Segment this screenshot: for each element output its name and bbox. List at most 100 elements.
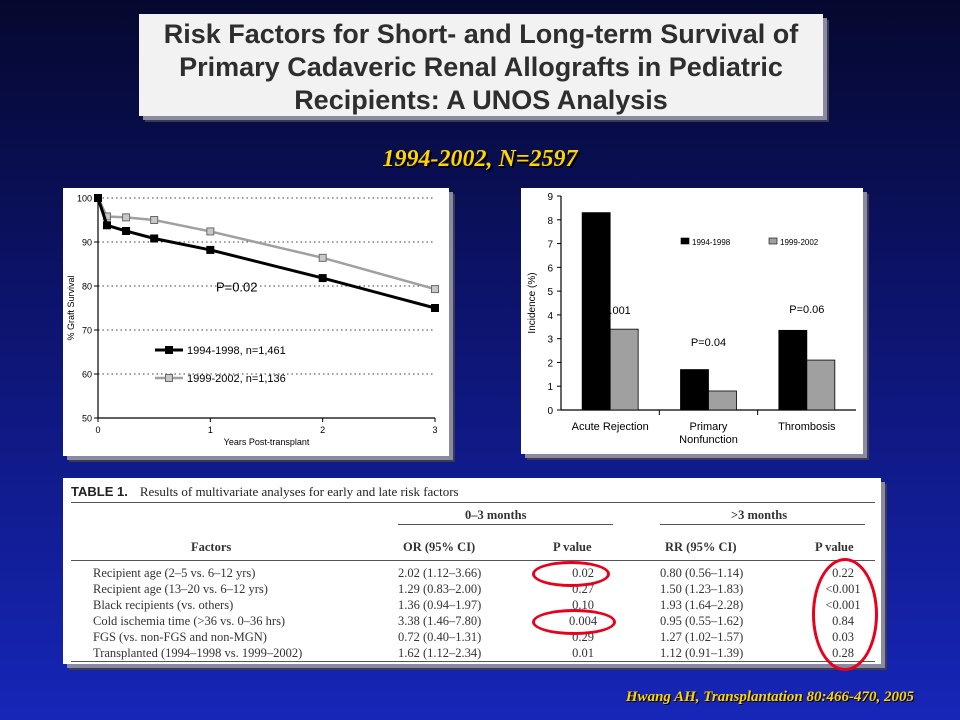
bar-1-1 xyxy=(708,390,737,411)
p-value-annotation: P<0.001 xyxy=(590,305,631,317)
x-category-label: Acute Rejection xyxy=(572,421,649,433)
y-tick-label: 60 xyxy=(82,370,92,380)
y-tick-label: 2 xyxy=(547,358,553,369)
y-tick-label: 6 xyxy=(547,263,553,274)
table-row-factor: Black recipients (vs. others) xyxy=(93,598,234,612)
y-tick-label: 4 xyxy=(547,311,553,322)
y-tick-label: 3 xyxy=(547,335,553,346)
table-bottom-rule xyxy=(71,661,875,662)
y-tick-label: 100 xyxy=(77,194,92,204)
x-tick-label: 0 xyxy=(95,425,100,435)
legend-swatch-1 xyxy=(768,237,778,245)
y-axis-label: % Graft Survival xyxy=(66,275,76,340)
series-0-point xyxy=(206,245,215,254)
y-tick-label: 1 xyxy=(547,382,553,393)
series-0-point xyxy=(431,304,439,312)
y-axis-label: Incidence (%) xyxy=(527,272,538,333)
y-tick-label: 8 xyxy=(547,216,553,227)
graft-survival-chart: 50 60 70 80 90 100 0 1 2 3 Years Post-transplant % … xyxy=(63,188,449,456)
highlight-ring-p-0-004 xyxy=(532,609,616,635)
table-cell: 1.62 (1.12–2.34) xyxy=(398,646,482,660)
legend-marker-0 xyxy=(165,346,173,354)
legend-label-1: 1999-2002 xyxy=(780,238,819,247)
table-cell: 1.29 (0.83–2.00) xyxy=(398,582,482,596)
table-row-factor: Transplanted (1994–1998 vs. 1999–2002) xyxy=(93,646,303,660)
group-header-early: 0–3 months xyxy=(465,508,527,522)
group-rule-early xyxy=(398,524,613,525)
series-0-point xyxy=(318,274,327,283)
col-factors: Factors xyxy=(191,540,232,554)
series-1-point xyxy=(122,213,131,222)
y-tick-label: 50 xyxy=(82,414,92,424)
table-cell: 1.27 (1.02–1.57) xyxy=(660,630,744,644)
table-cell: 1.12 (0.91–1.39) xyxy=(660,646,744,660)
table-cell: 2.02 (1.12–3.66) xyxy=(398,566,482,580)
y-tick-label: 80 xyxy=(82,282,92,292)
p-value-annotation: P=0.06 xyxy=(789,304,824,316)
y-tick-label: 70 xyxy=(82,326,92,336)
legend-label-0: 1994-1998, n=1,461 xyxy=(187,345,286,357)
p-value-annotation: P=0.04 xyxy=(691,337,726,349)
p-value-annotation: P=0.02 xyxy=(216,279,258,294)
bar-0-2 xyxy=(778,329,808,411)
col-rr: RR (95% CI) xyxy=(665,540,737,554)
y-tick-label: 5 xyxy=(547,287,553,298)
incidence-chart: 0 1 2 3 4 5 6 7 8 9 Incidence (%) Acute Rejection Pr… xyxy=(521,188,863,454)
table-cell: 0.95 (0.55–1.62) xyxy=(660,614,744,628)
x-category-label: Nonfunction xyxy=(679,434,738,446)
bar-0-0 xyxy=(581,212,611,411)
highlight-ring-p-0-02 xyxy=(532,561,610,587)
group-header-late: >3 months xyxy=(731,508,788,522)
series-0-point xyxy=(122,227,131,235)
x-tick-label: 1 xyxy=(208,425,213,435)
series-1-point xyxy=(431,285,439,294)
table-cell: 1.36 (0.94–1.97) xyxy=(398,598,482,612)
title-box: Risk Factors for Short- and Long-term Su… xyxy=(139,14,823,116)
graft-survival-chart-panel: 50 60 70 80 90 100 0 1 2 3 Years Post-transplant % … xyxy=(63,188,449,456)
table-cell: 0.80 (0.56–1.14) xyxy=(660,566,744,580)
table-label: TABLE 1. xyxy=(71,484,128,499)
x-category-label: Primary xyxy=(690,421,728,433)
series-1-point xyxy=(150,216,159,224)
series-0-point xyxy=(94,194,102,202)
subtitle: 1994-2002, N=2597 xyxy=(382,146,578,172)
table-row-factor: Cold ischemia time (>36 vs. 0–36 hrs) xyxy=(93,614,286,628)
col-or: OR (95% CI) xyxy=(403,540,476,554)
bar-1-0 xyxy=(609,328,639,411)
table-row-factor: Recipient age (2–5 vs. 6–12 yrs) xyxy=(93,566,256,580)
y-tick-label: 9 xyxy=(547,192,553,203)
y-tick-label: 7 xyxy=(547,240,553,251)
title-line-3: Recipients: A UNOS Analysis xyxy=(294,85,668,115)
x-axis-label: Years Post-transplant xyxy=(224,437,310,447)
bar-0-1 xyxy=(680,369,709,411)
table-row-factor: Recipient age (13–20 vs. 6–12 yrs) xyxy=(93,582,268,596)
table-cell: 0.72 (0.40–1.31) xyxy=(398,630,482,644)
y-tick-label: 90 xyxy=(82,238,92,248)
title-line-1: Risk Factors for Short- and Long-term Su… xyxy=(163,19,799,49)
table-title: TABLE 1. Results of multivariate analyses… xyxy=(71,484,459,500)
x-tick-label: 2 xyxy=(320,425,325,435)
table-top-rule xyxy=(71,502,875,503)
table-cell: 3.38 (1.46–7.80) xyxy=(398,614,482,628)
table-cell: 1.50 (1.23–1.83) xyxy=(660,582,744,596)
table-caption: Results of multivariate analyses for ear… xyxy=(139,484,459,499)
table-cell: 0.01 xyxy=(572,646,594,660)
legend-marker-1 xyxy=(165,374,173,382)
highlight-ring-late-p-values xyxy=(812,558,878,671)
col-p-early: P value xyxy=(553,540,592,554)
incidence-chart-panel: 0 1 2 3 4 5 6 7 8 9 Incidence (%) Acute Rejection Pr… xyxy=(521,188,863,454)
x-tick-label: 3 xyxy=(432,425,437,435)
series-1-point xyxy=(206,227,215,236)
series-0-point xyxy=(102,221,111,230)
table-cell: 1.93 (1.64–2.28) xyxy=(660,598,744,612)
table-row-factor: FGS (vs. non-FGS and non-MGN) xyxy=(93,630,267,644)
x-category-label: Thrombosis xyxy=(778,421,836,433)
multivariate-table: TABLE 1. Results of multivariate analyses… xyxy=(63,478,881,664)
header-rule xyxy=(71,560,875,561)
title-line-2: Primary Cadaveric Renal Allografts in Pe… xyxy=(179,52,783,82)
legend-swatch-0 xyxy=(680,237,690,245)
citation: Hwang AH, Transplantation 80:466-470, 20… xyxy=(625,689,914,705)
col-p-late: P value xyxy=(815,540,854,554)
y-tick-label: 0 xyxy=(547,406,553,417)
series-0-point xyxy=(150,234,159,243)
